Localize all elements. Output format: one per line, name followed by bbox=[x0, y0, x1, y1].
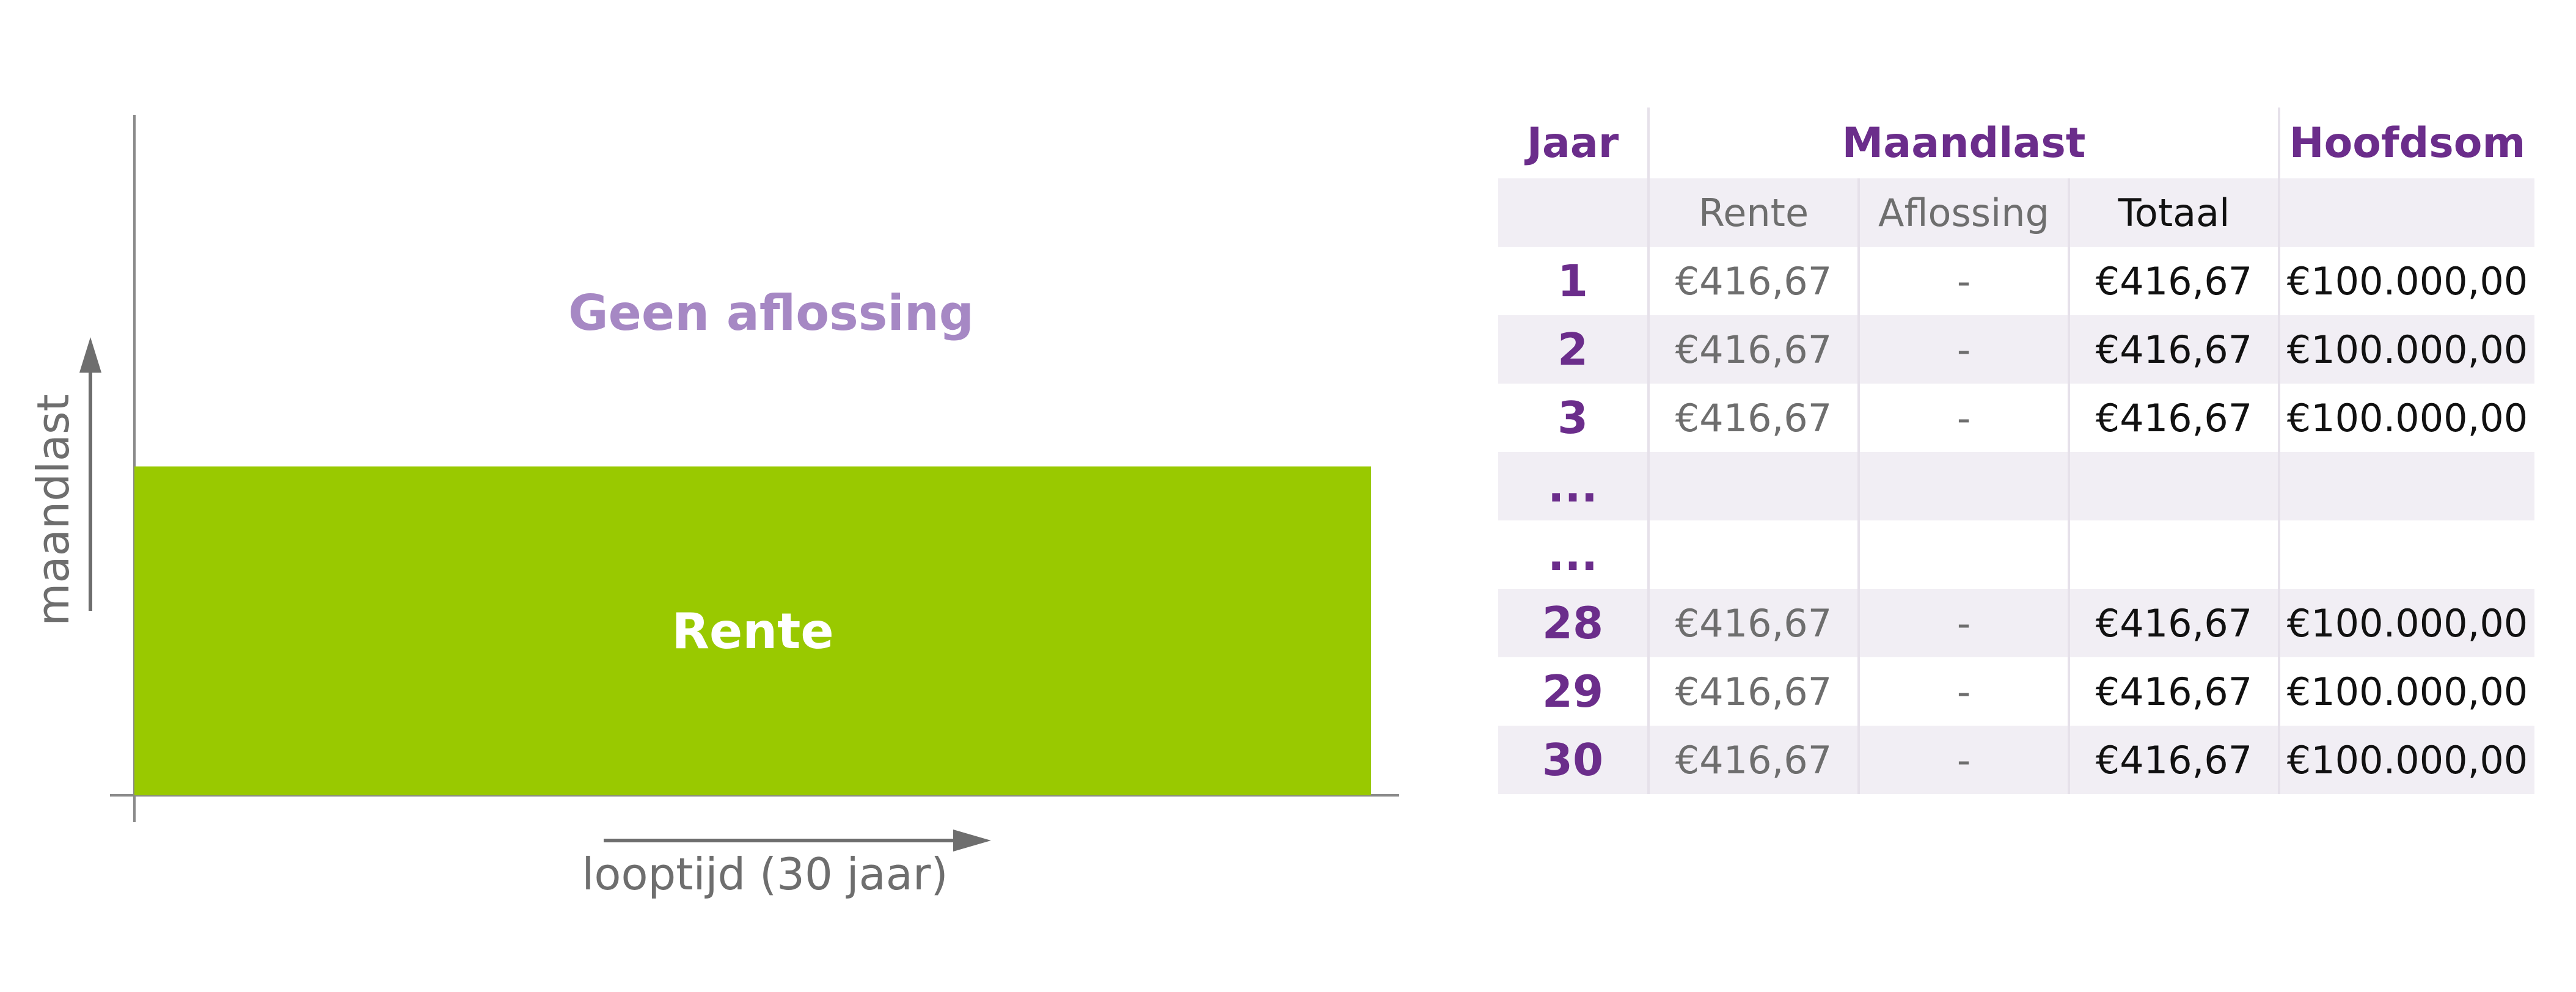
cell-hoofdsom bbox=[2278, 452, 2534, 520]
cell-totaal: €416,67 bbox=[2068, 589, 2279, 657]
cell-rente bbox=[1647, 452, 1859, 520]
table-row: 28 €416,67- €416,67 €100.000,00 bbox=[1498, 589, 2534, 657]
cell-jaar: 30 bbox=[1498, 726, 1648, 794]
table-row: ... bbox=[1498, 520, 2534, 589]
cell-totaal bbox=[2068, 520, 2279, 589]
y-arrow-head bbox=[79, 337, 101, 373]
cell-totaal: €416,67 bbox=[2068, 657, 2279, 726]
cell-hoofdsom: €100.000,00 bbox=[2278, 315, 2534, 384]
cell-hoofdsom: €100.000,00 bbox=[2278, 589, 2534, 657]
cell-aflossing bbox=[1857, 520, 2069, 589]
cell-jaar: 2 bbox=[1498, 315, 1648, 384]
geen-aflossing-annotation: Geen aflossing bbox=[568, 285, 974, 341]
header-jaar: Jaar bbox=[1498, 108, 1648, 178]
x-axis-label: looptijd (30 jaar) bbox=[582, 848, 948, 900]
table-row: ... bbox=[1498, 452, 2534, 520]
cell-aflossing: - bbox=[1857, 726, 2069, 794]
cell-jaar: ... bbox=[1498, 520, 1648, 589]
cell-rente: €416,67 bbox=[1647, 315, 1859, 384]
amortization-table: Jaar Maandlast Hoofdsom Rente Aflossing … bbox=[1498, 108, 2534, 794]
cell-totaal: €416,67 bbox=[2068, 315, 2279, 384]
cell-totaal: €416,67 bbox=[2068, 384, 2279, 452]
y-axis-label: maandlast bbox=[27, 394, 79, 626]
cell-jaar: 28 bbox=[1498, 589, 1648, 657]
subheader-aflossing: Aflossing bbox=[1857, 178, 2069, 247]
x-arrow-head bbox=[953, 830, 991, 852]
subheader-row: Rente Aflossing Totaal bbox=[1498, 178, 2534, 247]
cell-aflossing: - bbox=[1857, 589, 2069, 657]
cell-hoofdsom: €100.000,00 bbox=[2278, 657, 2534, 726]
cell-jaar: 1 bbox=[1498, 247, 1648, 315]
cell-rente bbox=[1647, 520, 1859, 589]
cell-hoofdsom: €100.000,00 bbox=[2278, 726, 2534, 794]
table-row: 3 €416,67- €416,67 €100.000,00 bbox=[1498, 384, 2534, 452]
cell-rente: €416,67 bbox=[1647, 657, 1859, 726]
cell-aflossing: - bbox=[1857, 657, 2069, 726]
table-row: 30 €416,67- €416,67 €100.000,00 bbox=[1498, 726, 2534, 794]
cell-rente: €416,67 bbox=[1647, 384, 1859, 452]
cell-rente: €416,67 bbox=[1647, 247, 1859, 315]
cell-jaar: ... bbox=[1498, 452, 1648, 520]
table-row: 1 €416,67- €416,67 €100.000,00 bbox=[1498, 247, 2534, 315]
cell-hoofdsom: €100.000,00 bbox=[2278, 247, 2534, 315]
cell-totaal: €416,67 bbox=[2068, 247, 2279, 315]
cell-hoofdsom: €100.000,00 bbox=[2278, 384, 2534, 452]
cell-aflossing bbox=[1857, 452, 2069, 520]
subheader-rente: Rente bbox=[1647, 178, 1859, 247]
cell-jaar: 29 bbox=[1498, 657, 1648, 726]
cell-rente: €416,67 bbox=[1647, 726, 1859, 794]
cell-aflossing: - bbox=[1857, 384, 2069, 452]
cell-rente: €416,67 bbox=[1647, 589, 1859, 657]
cell-aflossing: - bbox=[1857, 247, 2069, 315]
subheader-empty bbox=[2278, 178, 2534, 247]
header-hoofdsom: Hoofdsom bbox=[2278, 108, 2534, 178]
rente-area bbox=[134, 466, 1371, 795]
cell-totaal bbox=[2068, 452, 2279, 520]
rente-area-label: Rente bbox=[671, 603, 833, 660]
subheader-totaal: Totaal bbox=[2068, 178, 2279, 247]
cell-hoofdsom bbox=[2278, 520, 2534, 589]
header-maandlast: Maandlast bbox=[1647, 108, 2279, 178]
cell-jaar: 3 bbox=[1498, 384, 1648, 452]
cell-aflossing: - bbox=[1857, 315, 2069, 384]
table-row: 29 €416,67- €416,67 €100.000,00 bbox=[1498, 657, 2534, 726]
cell-totaal: €416,67 bbox=[2068, 726, 2279, 794]
table-row: 2 €416,67- €416,67 €100.000,00 bbox=[1498, 315, 2534, 384]
subheader-empty bbox=[1498, 178, 1648, 247]
mortgage-chart: maandlast looptijd (30 jaar) Rente Geen … bbox=[27, 115, 1399, 900]
